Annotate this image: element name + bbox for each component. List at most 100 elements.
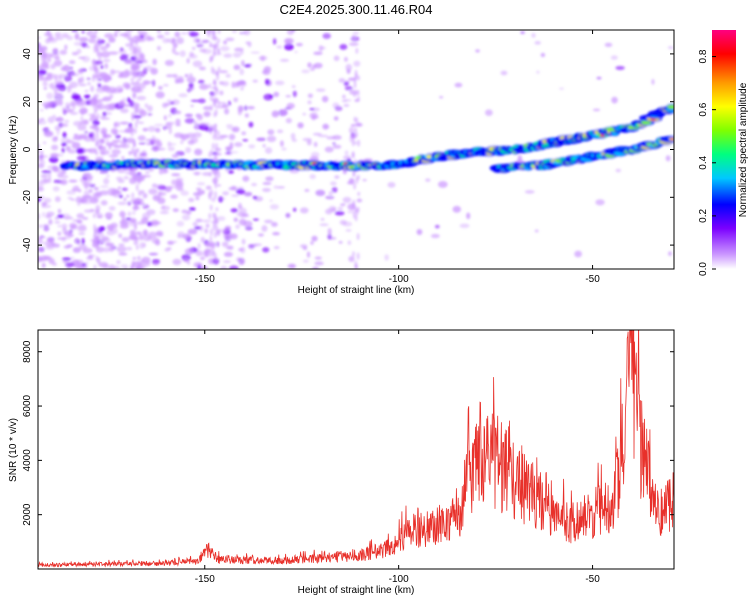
noise-blob xyxy=(195,196,200,201)
noise-blob xyxy=(237,81,245,86)
noise-blob xyxy=(180,32,188,35)
noise-blob xyxy=(302,246,308,250)
noise-blob xyxy=(203,111,211,118)
noise-blob xyxy=(77,124,87,131)
noise-blob xyxy=(110,222,118,229)
noise-blob xyxy=(118,243,125,246)
noise-blob xyxy=(40,173,48,179)
noise-blob xyxy=(76,155,87,161)
noise-blob xyxy=(54,36,64,41)
noise-blob xyxy=(227,100,232,106)
streak-blob xyxy=(357,191,361,196)
noise-blob xyxy=(90,136,96,142)
noise-blob xyxy=(38,73,44,81)
noise-blob xyxy=(331,207,337,212)
streak-blob xyxy=(131,261,135,267)
noise-blob xyxy=(188,197,195,203)
streak-blob xyxy=(209,104,213,112)
streak-blob xyxy=(135,71,139,79)
noise-blob xyxy=(301,69,310,74)
noise-blob xyxy=(69,222,77,229)
noise-blob xyxy=(334,211,345,216)
noise-blob xyxy=(136,179,141,183)
noise-blob xyxy=(61,142,67,147)
noise-blob xyxy=(72,219,81,222)
noise-blob xyxy=(118,233,123,239)
noise-blob xyxy=(297,122,304,129)
noise-blob xyxy=(101,50,111,58)
noise-blob xyxy=(86,45,91,49)
noise-blob xyxy=(110,140,118,147)
noise-blob xyxy=(272,232,280,236)
noise-blob xyxy=(98,226,106,231)
noise-blob xyxy=(193,192,200,196)
noise-blob xyxy=(41,61,49,68)
noise-blob xyxy=(78,83,87,87)
noise-blob xyxy=(264,219,273,224)
noise-blob xyxy=(69,66,73,70)
spectrogram-panel: -150 -100 -50 -40 -20 0 20 40 Height of straigh… xyxy=(8,29,675,296)
noise-blob xyxy=(85,261,89,265)
noise-blob xyxy=(312,132,322,136)
noise-blob xyxy=(84,94,91,99)
noise-blob xyxy=(243,105,248,111)
noise-blob xyxy=(125,43,132,47)
streak-blob xyxy=(209,56,213,63)
noise-blob xyxy=(531,32,536,38)
streak-blob xyxy=(354,127,358,134)
noise-blob xyxy=(225,73,231,78)
noise-blob xyxy=(256,137,266,142)
noise-blob xyxy=(96,156,104,162)
noise-blob xyxy=(317,134,328,138)
noise-blob xyxy=(103,247,110,253)
noise-blob xyxy=(46,101,56,105)
noise-blob xyxy=(114,121,121,128)
noise-blob xyxy=(233,97,239,103)
snr-ticks: -150 -100 -50 2000 4000 6000 8000 xyxy=(22,330,674,585)
noise-blob xyxy=(58,99,63,107)
noise-blob xyxy=(307,93,313,98)
noise-blob xyxy=(64,119,70,123)
streak-blob xyxy=(353,76,357,84)
streak-blob xyxy=(208,171,212,177)
noise-blob xyxy=(117,201,127,206)
noise-blob xyxy=(40,50,47,58)
colorbar-tick-label: 0.2 xyxy=(698,209,709,223)
noise-blob xyxy=(152,58,157,66)
track-peak xyxy=(669,137,674,141)
chart-title: C2E4.2025.300.11.46.R04 xyxy=(280,2,433,17)
streak-blob xyxy=(130,265,134,269)
noise-blob xyxy=(302,259,309,263)
noise-blob xyxy=(194,171,200,176)
noise-blob xyxy=(240,86,244,91)
noise-blob xyxy=(69,111,79,115)
noise-blob xyxy=(196,43,204,48)
noise-blob xyxy=(108,37,116,43)
noise-blob xyxy=(279,58,290,62)
noise-blob xyxy=(245,226,253,231)
noise-blob xyxy=(62,257,72,261)
noise-blob xyxy=(220,265,228,269)
noise-blob xyxy=(198,66,206,71)
noise-blob xyxy=(62,260,67,263)
noise-blob xyxy=(247,106,255,110)
noise-blob xyxy=(239,68,245,76)
streak-blob xyxy=(216,72,220,81)
noise-blob xyxy=(125,217,132,221)
noise-blob xyxy=(269,204,279,210)
streak-blob xyxy=(135,200,139,209)
noise-blob xyxy=(56,128,60,136)
streak-blob xyxy=(96,244,100,250)
noise-blob xyxy=(251,183,257,187)
noise-blob xyxy=(200,236,206,243)
noise-blob xyxy=(356,199,363,203)
noise-blob xyxy=(348,255,355,262)
noise-blob xyxy=(475,49,480,53)
noise-blob xyxy=(234,142,243,147)
streak-blob xyxy=(93,264,97,269)
noise-blob xyxy=(223,251,233,257)
noise-blob xyxy=(61,33,69,38)
noise-blob xyxy=(224,246,231,249)
noise-blob xyxy=(321,46,326,50)
noise-blob xyxy=(117,88,123,93)
